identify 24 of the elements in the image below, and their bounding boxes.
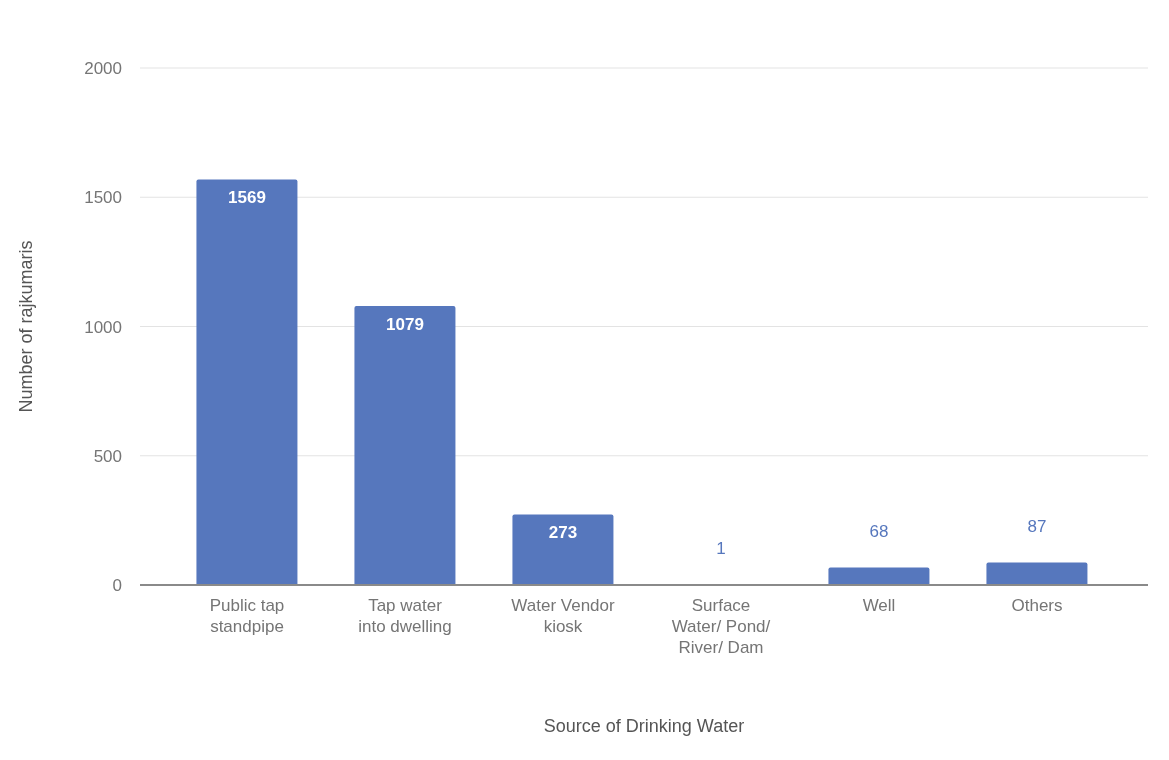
x-tick-label: Public tap standpipe bbox=[209, 596, 285, 636]
bar bbox=[196, 179, 298, 585]
data-label: 1079 bbox=[386, 314, 424, 334]
x-tick-label: Well bbox=[862, 596, 896, 615]
y-tick-label: 0 bbox=[112, 576, 122, 596]
data-label: 68 bbox=[869, 521, 889, 541]
x-tick-label: Water Vendor kiosk bbox=[511, 596, 615, 636]
x-tick-label: Tap water into dwelling bbox=[358, 596, 452, 636]
bar bbox=[986, 562, 1088, 585]
data-label: 1 bbox=[716, 539, 726, 559]
x-tick-label: Surface Water/ Pond/ River/ Dam bbox=[671, 596, 771, 657]
y-tick-label: 1500 bbox=[84, 188, 122, 208]
x-tick-label: Others bbox=[1011, 596, 1063, 615]
y-tick-label: 2000 bbox=[84, 59, 122, 79]
data-label: 1569 bbox=[228, 187, 266, 207]
bar bbox=[354, 306, 456, 585]
data-label: 273 bbox=[548, 522, 578, 542]
y-tick-label: 500 bbox=[93, 446, 122, 466]
data-label: 87 bbox=[1027, 517, 1047, 537]
bar bbox=[828, 567, 930, 585]
x-axis-title: Source of Drinking Water bbox=[543, 716, 745, 736]
bar bbox=[512, 514, 614, 585]
y-axis-title: Number of rajkumaris bbox=[16, 240, 37, 413]
y-tick-label: 1000 bbox=[84, 317, 122, 337]
